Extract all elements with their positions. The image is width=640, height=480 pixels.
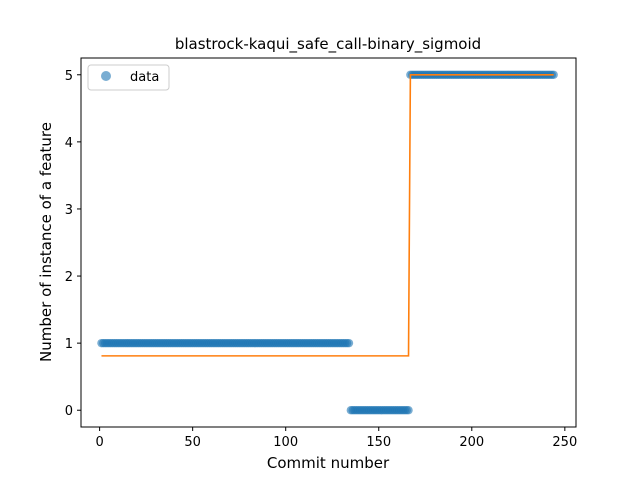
y-tick-label: 0 [65, 404, 73, 419]
legend-box [87, 64, 170, 91]
x-tick-label: 200 [459, 435, 484, 450]
axes-frame [80, 57, 577, 428]
fit-line [101, 73, 554, 357]
data-point [344, 338, 354, 348]
axes: 0 50 100 150 200 250 0 1 2 3 4 5 [65, 69, 578, 450]
x-tick-label: 150 [366, 435, 391, 450]
y-tick-label: 5 [65, 69, 73, 84]
x-tick-label: 250 [552, 435, 577, 450]
y-tick-label: 3 [65, 203, 73, 218]
y-tick-label: 1 [65, 337, 73, 352]
data-point [404, 406, 413, 415]
y-tick-label: 4 [65, 136, 73, 151]
x-tick-label: 100 [273, 435, 298, 450]
y-tick-label: 2 [65, 270, 73, 285]
legend: data [87, 64, 170, 91]
legend-label-data: data [130, 70, 159, 85]
chart-title: blastrock-kaqui_safe_call-binary_sigmoid [175, 35, 481, 54]
x-axis-label: Commit number [267, 454, 390, 472]
y-axis-label: Number of instance of a feature [37, 122, 55, 362]
x-tick-label: 0 [95, 435, 103, 450]
legend-marker-data [101, 71, 111, 81]
plot-area [97, 70, 558, 415]
x-tick-label: 50 [184, 435, 201, 450]
